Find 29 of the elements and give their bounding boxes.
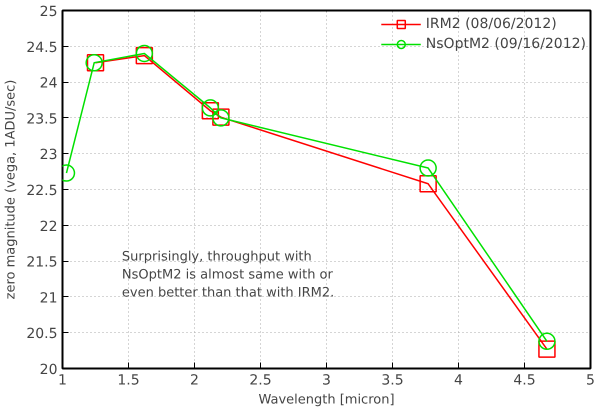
point <box>538 332 556 350</box>
point <box>419 159 437 177</box>
y-tick-label: 20 <box>40 362 58 378</box>
x-tick-label: 4 <box>454 372 464 388</box>
x-tick-label: 5 <box>586 372 595 388</box>
legend-label: IRM2 (08/06/2012) <box>426 16 557 32</box>
x-tick-label: 4.5 <box>513 372 536 388</box>
y-tick-label: 22.5 <box>26 183 58 199</box>
y-tick-label: 22 <box>40 218 58 235</box>
x-axis-title: Wavelength [micron] <box>258 392 395 408</box>
x-tick-label: 3.5 <box>381 372 404 388</box>
point <box>419 175 437 193</box>
y-tick-label: 24 <box>40 76 58 92</box>
y-tick-label: 23 <box>40 147 58 164</box>
annotation: Surprisingly, throughput with NsOptM2 is almost same with or even better than that with IRM2. <box>122 249 334 300</box>
x-tick-label: 2.5 <box>249 372 272 388</box>
x-tick-label: 2 <box>190 372 199 388</box>
y-axis-title: zero magnitude (vega, 1ADU/sec) <box>3 80 18 300</box>
y-tick-label: 25 <box>40 4 58 20</box>
legend-label: NsOptM2 (09/16/2012) <box>426 36 586 52</box>
y-tick-label: 21 <box>40 290 58 306</box>
x-tick-label: 3 <box>322 372 331 388</box>
y-tick-label: 21.5 <box>26 254 58 271</box>
x-tick-label: 1.5 <box>117 372 140 388</box>
y-tick-label: 23.5 <box>26 111 58 128</box>
y-tick-label: 24.5 <box>26 40 58 56</box>
point <box>538 340 556 358</box>
x-tick-label: 1 <box>58 372 67 388</box>
y-tick-label: 20.5 <box>26 326 58 342</box>
